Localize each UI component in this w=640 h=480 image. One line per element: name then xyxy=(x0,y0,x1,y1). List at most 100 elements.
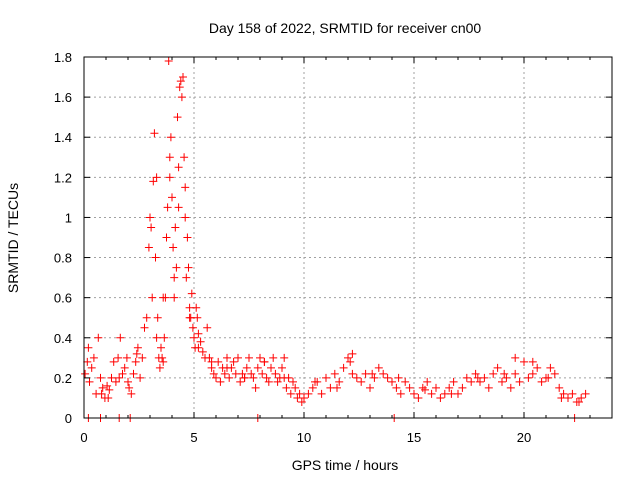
data-point xyxy=(152,333,161,342)
grid-layer xyxy=(84,57,612,418)
data-point xyxy=(458,383,467,392)
data-point xyxy=(264,377,273,386)
data-point xyxy=(383,373,392,382)
data-point xyxy=(173,113,182,122)
data-point xyxy=(346,357,355,366)
data-point xyxy=(484,383,493,392)
data-point xyxy=(394,373,403,382)
data-point xyxy=(289,377,297,386)
data-point xyxy=(181,183,190,192)
data-point xyxy=(111,377,120,386)
data-point xyxy=(205,353,214,362)
ticks-layer: 0 0.2 0.4 0.6 0.8 1 1.2 1.4 1.6 1.8 0 5 10 15 20 xyxy=(54,50,612,445)
data-point xyxy=(96,373,105,382)
data-point xyxy=(242,363,251,372)
data-point xyxy=(533,363,542,372)
data-point xyxy=(498,377,506,386)
data-point xyxy=(311,377,319,386)
data-point xyxy=(568,389,577,398)
data-point xyxy=(401,377,410,386)
data-point xyxy=(148,293,157,302)
data-point xyxy=(344,353,352,362)
data-point xyxy=(132,349,141,358)
data-point xyxy=(575,397,583,406)
data-point xyxy=(146,213,154,222)
data-point xyxy=(193,313,202,322)
data-point xyxy=(104,393,113,402)
data-point xyxy=(256,353,264,362)
data-point xyxy=(511,353,520,362)
data-point xyxy=(170,273,179,282)
y-tick-label: 0 xyxy=(65,411,72,426)
data-point xyxy=(253,363,262,372)
data-point xyxy=(124,377,132,386)
data-point xyxy=(405,383,414,392)
data-point xyxy=(262,373,271,382)
data-point xyxy=(136,373,145,382)
data-point xyxy=(236,377,245,386)
data-point xyxy=(348,369,357,378)
data-point xyxy=(447,389,456,398)
x-axis-label: GPS time / hours xyxy=(292,457,399,473)
data-point xyxy=(138,353,147,362)
data-point xyxy=(489,369,498,378)
data-point xyxy=(333,383,341,392)
data-point xyxy=(171,223,180,232)
data-point xyxy=(267,363,275,372)
data-point xyxy=(449,377,458,386)
data-point xyxy=(473,373,482,382)
data-point xyxy=(557,393,566,402)
data-point xyxy=(120,363,129,372)
data-point xyxy=(107,373,116,382)
data-point xyxy=(159,357,168,366)
data-point xyxy=(559,389,568,398)
data-point xyxy=(216,377,225,386)
data-point xyxy=(528,357,537,366)
data-point xyxy=(240,373,249,382)
data-point xyxy=(537,377,546,386)
data-point xyxy=(118,369,127,378)
data-point xyxy=(322,373,330,382)
data-point xyxy=(142,313,151,322)
data-point xyxy=(140,323,149,332)
data-point xyxy=(273,377,282,386)
data-point xyxy=(166,133,175,142)
data-point xyxy=(192,303,201,312)
data-point xyxy=(152,173,161,182)
data-point xyxy=(317,389,326,398)
data-point xyxy=(234,353,242,362)
data-point xyxy=(278,363,286,372)
data-point xyxy=(83,357,92,366)
data-point xyxy=(396,389,405,398)
data-point xyxy=(291,383,300,392)
data-point xyxy=(176,77,185,86)
data-point xyxy=(149,177,158,186)
data-point xyxy=(432,383,440,392)
data-point xyxy=(550,369,559,378)
data-point xyxy=(168,193,176,202)
data-point xyxy=(462,373,471,382)
data-point xyxy=(370,373,379,382)
data-point xyxy=(436,393,445,402)
y-tick-label: 0.6 xyxy=(54,291,72,306)
data-point xyxy=(295,389,304,398)
data-point xyxy=(286,389,295,398)
data-point xyxy=(476,377,484,386)
y-tick-label: 1 xyxy=(65,210,72,225)
data-point xyxy=(374,363,383,372)
data-point xyxy=(352,373,361,382)
data-point xyxy=(194,329,203,338)
data-point xyxy=(131,357,140,366)
data-point xyxy=(223,353,231,362)
data-point xyxy=(335,377,344,386)
data-point xyxy=(366,383,374,392)
data-point xyxy=(500,369,509,378)
data-point xyxy=(225,373,234,382)
data-point xyxy=(165,153,174,162)
data-point xyxy=(184,263,193,272)
data-point xyxy=(260,357,269,366)
data-point xyxy=(209,369,218,378)
data-point xyxy=(207,357,216,366)
